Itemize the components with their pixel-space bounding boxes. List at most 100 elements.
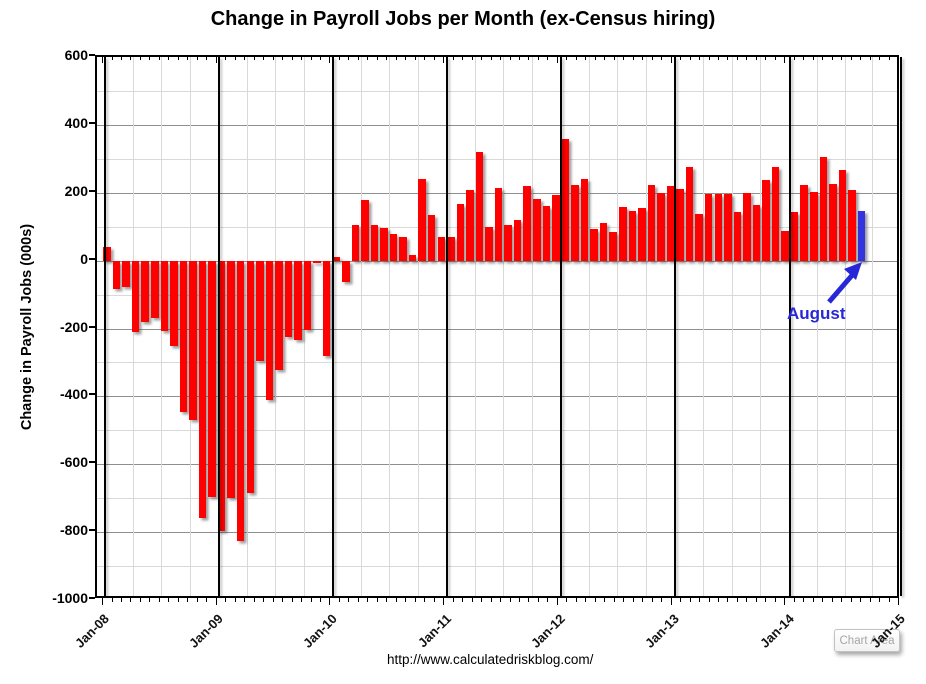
bottom-tick xyxy=(206,596,208,602)
gridline-year-Jan-14 xyxy=(789,57,791,596)
top-tick xyxy=(282,55,283,60)
top-tick xyxy=(139,55,141,60)
bar-Oct-10 xyxy=(418,179,426,261)
bottom-tick xyxy=(301,596,302,602)
bar-Jan-09 xyxy=(217,260,226,532)
y-tick-mark xyxy=(89,461,95,464)
top-tick xyxy=(888,55,890,60)
top-tick xyxy=(822,55,824,60)
bottom-tick xyxy=(537,596,539,602)
top-tick xyxy=(803,55,805,60)
top-tick xyxy=(301,55,302,60)
top-tick xyxy=(376,55,378,60)
bottom-tick xyxy=(661,596,663,602)
bottom-tick xyxy=(642,596,644,602)
bottom-tick xyxy=(879,596,880,602)
top-tick xyxy=(566,55,568,60)
top-tick xyxy=(130,55,132,60)
bottom-tick xyxy=(556,596,558,605)
bar-Jan-11 xyxy=(447,236,455,261)
gridline-y-400 xyxy=(97,124,897,126)
bar-Jan-14 xyxy=(790,211,799,261)
top-tick xyxy=(471,55,473,60)
bar-Sep-08 xyxy=(179,260,188,412)
top-tick xyxy=(898,55,899,63)
bar-May-14 xyxy=(829,183,837,261)
bottom-tick xyxy=(708,596,710,602)
bar-Sep-11 xyxy=(523,186,531,261)
top-tick xyxy=(102,55,103,63)
top-tick xyxy=(519,55,520,60)
top-tick xyxy=(604,55,606,60)
gridline-quarter xyxy=(760,57,762,596)
source-url-text: http://www.calculatedriskblog.com/ xyxy=(387,652,594,667)
top-tick xyxy=(879,55,880,60)
august-annotation-label: August xyxy=(787,304,846,323)
bottom-tick xyxy=(253,596,255,602)
top-tick xyxy=(547,55,549,60)
y-tick-label-0: 0 xyxy=(80,250,88,267)
bar-Jan-13 xyxy=(676,189,684,261)
bar-Jul-10 xyxy=(389,233,398,261)
bottom-tick xyxy=(793,596,795,602)
bar-Aug-13 xyxy=(743,193,751,261)
gridline-year-Jan-13 xyxy=(674,57,676,596)
gridline-y--900 xyxy=(97,566,897,568)
bar-Oct-13 xyxy=(762,179,770,261)
top-tick xyxy=(424,55,426,60)
bottom-tick xyxy=(111,596,113,602)
bar-Nov-11 xyxy=(542,206,551,261)
bar-Feb-13 xyxy=(685,166,694,261)
gridline-quarter xyxy=(645,57,647,596)
bottom-tick xyxy=(727,596,729,602)
bottom-tick xyxy=(367,596,369,602)
bottom-tick xyxy=(471,596,473,602)
gridline-y--300 xyxy=(97,362,897,364)
bottom-tick xyxy=(575,596,577,602)
x-tick-label-Jan-12: Jan-12 xyxy=(527,611,568,651)
gridline-y-500 xyxy=(97,90,897,92)
bottom-tick xyxy=(149,596,151,602)
top-tick xyxy=(537,55,539,60)
bar-Sep-10 xyxy=(408,255,417,261)
bar-Feb-11 xyxy=(456,203,465,261)
bottom-tick xyxy=(736,596,738,602)
bar-Dec-09 xyxy=(322,260,331,356)
bottom-tick xyxy=(547,596,549,602)
top-tick xyxy=(206,55,208,60)
bottom-tick xyxy=(348,596,350,602)
top-tick xyxy=(736,55,738,60)
bar-May-12 xyxy=(599,223,608,261)
bar-Aug-08 xyxy=(170,260,178,347)
top-tick xyxy=(860,55,862,60)
bar-Dec-11 xyxy=(552,195,560,261)
top-tick xyxy=(556,55,558,63)
bottom-tick xyxy=(272,596,274,602)
bottom-tick xyxy=(509,596,511,602)
bar-Jun-14 xyxy=(838,170,847,261)
chart-title: Change in Payroll Jobs per Month (ex-Cen… xyxy=(210,8,716,30)
bar-Feb-12 xyxy=(571,185,579,261)
bottom-tick xyxy=(338,596,340,602)
top-tick xyxy=(462,55,464,60)
top-tick xyxy=(784,55,786,63)
bottom-tick xyxy=(755,596,757,602)
bar-Aug-09 xyxy=(284,260,293,337)
top-tick xyxy=(367,55,369,60)
bar-Oct-08 xyxy=(189,260,197,421)
bar-Jun-08 xyxy=(151,260,159,319)
bar-Jan-12 xyxy=(561,139,570,261)
top-tick xyxy=(263,55,265,60)
gridline-quarter xyxy=(360,57,362,596)
bar-Apr-12 xyxy=(590,229,598,261)
bottom-tick xyxy=(699,596,700,602)
bar-May-11 xyxy=(485,226,493,261)
bar-Feb-10 xyxy=(342,260,350,283)
bottom-tick xyxy=(594,596,596,602)
top-tick xyxy=(613,55,615,60)
bar-Nov-12 xyxy=(657,193,665,261)
gridline-year-Jan-12 xyxy=(560,57,562,596)
y-tick-label-600: 600 xyxy=(64,47,88,63)
y-tick-label-400: 400 xyxy=(64,114,88,131)
top-tick xyxy=(395,55,397,60)
